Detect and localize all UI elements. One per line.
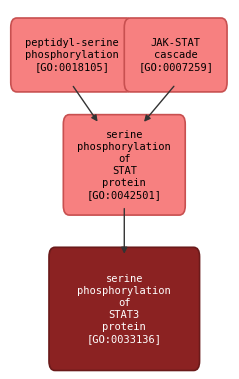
FancyBboxPatch shape [11,18,133,92]
FancyBboxPatch shape [124,18,227,92]
Text: serine
phosphorylation
of
STAT3
protein
[GO:0033136]: serine phosphorylation of STAT3 protein … [77,274,171,344]
FancyBboxPatch shape [49,247,200,371]
Text: JAK-STAT
cascade
[GO:0007259]: JAK-STAT cascade [GO:0007259] [138,38,213,72]
Text: peptidyl-serine
phosphorylation
[GO:0018105]: peptidyl-serine phosphorylation [GO:0018… [25,38,119,72]
Text: serine
phosphorylation
of
STAT
protein
[GO:0042501]: serine phosphorylation of STAT protein [… [77,130,171,200]
FancyBboxPatch shape [63,114,185,215]
